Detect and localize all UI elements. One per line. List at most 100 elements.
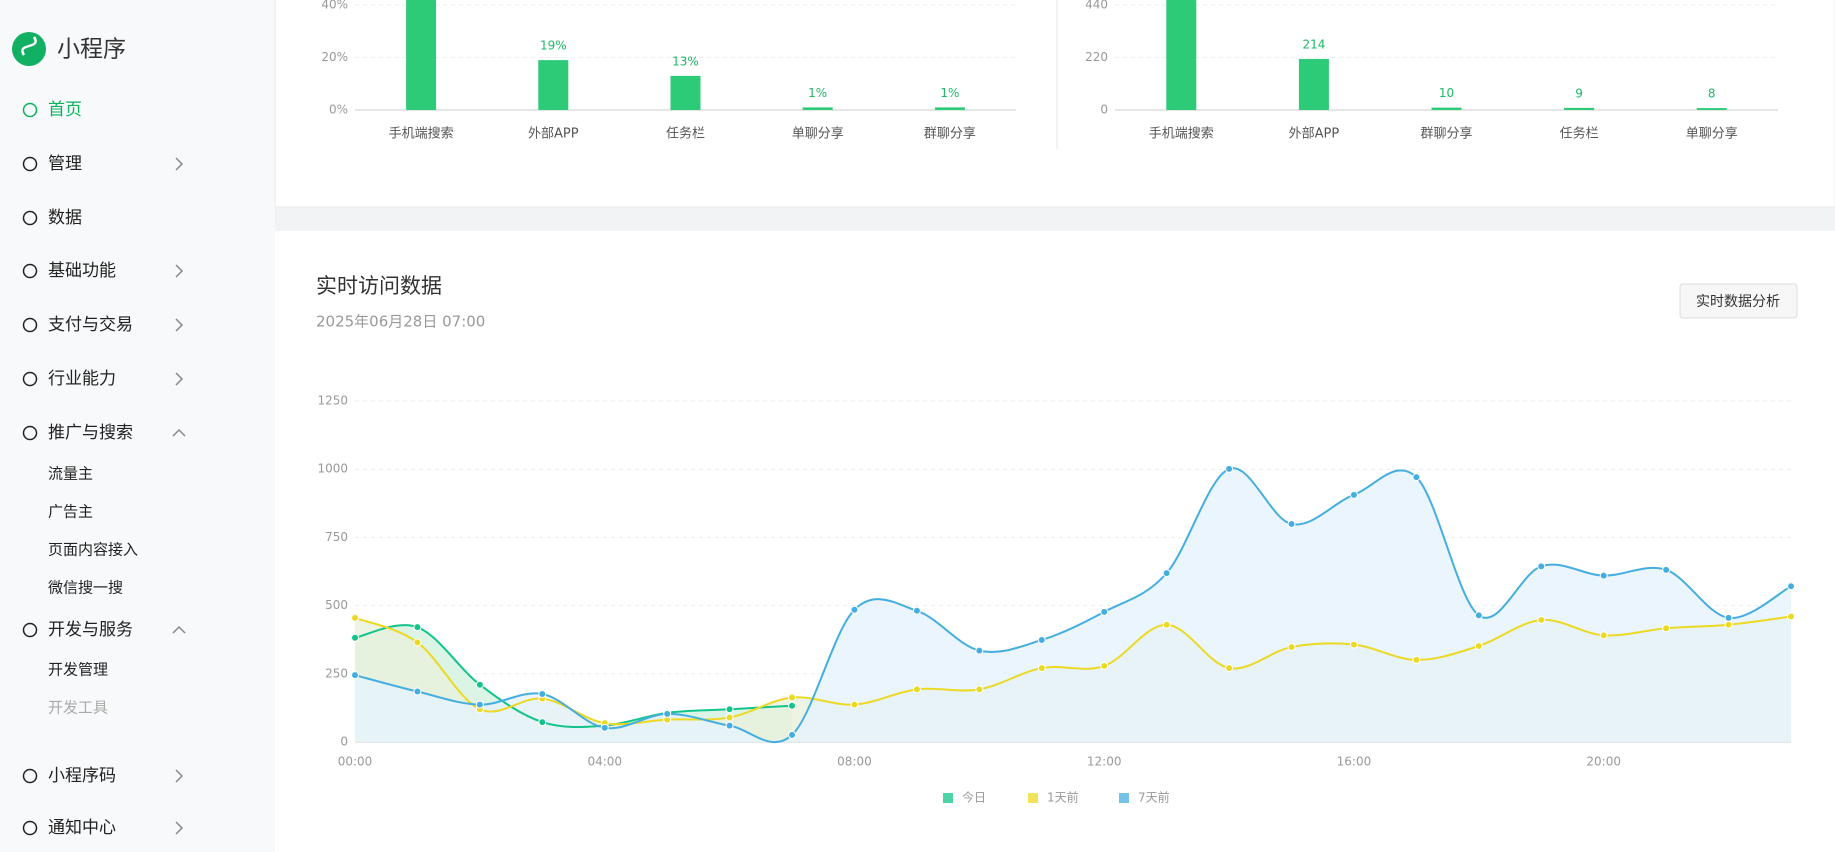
point	[912, 685, 921, 694]
legend-swatch	[943, 793, 953, 803]
menu-icon	[22, 371, 38, 387]
point	[725, 713, 734, 722]
point	[1225, 464, 1234, 473]
point	[663, 709, 672, 718]
point	[850, 700, 859, 709]
point	[1724, 620, 1733, 629]
y-tick-label: 220	[1085, 50, 1108, 64]
point	[413, 638, 422, 647]
point	[1037, 664, 1046, 673]
y-tick-label: 20%	[321, 50, 348, 64]
menu-item[interactable]: 开发工具	[48, 699, 108, 717]
menu-item[interactable]: 页面内容接入	[48, 541, 138, 559]
point	[1474, 611, 1483, 620]
chevron	[175, 372, 184, 386]
menu-item[interactable]: 微信搜一搜	[48, 579, 123, 597]
point	[1787, 582, 1795, 591]
point	[975, 646, 984, 655]
menu-icon	[22, 210, 38, 226]
bar	[406, 0, 437, 110]
point	[475, 680, 484, 689]
bar	[670, 75, 701, 110]
point	[351, 671, 359, 680]
point	[1037, 635, 1046, 644]
point	[351, 633, 359, 642]
menu-item[interactable]: 广告主	[48, 503, 93, 521]
point	[1537, 616, 1546, 625]
menu-item[interactable]: 管理	[48, 154, 82, 174]
analysis-button[interactable]: 实时数据分析	[1679, 283, 1798, 319]
menu-item[interactable]: 开发与服务	[48, 620, 133, 640]
point	[1599, 631, 1608, 640]
point	[1599, 571, 1608, 580]
bar	[1564, 107, 1595, 110]
point	[1162, 620, 1171, 629]
chevron	[175, 769, 184, 783]
menu-item[interactable]: 行业能力	[48, 369, 116, 389]
bar	[1431, 107, 1462, 110]
point	[1100, 661, 1109, 670]
x-tick-label: 任务栏	[666, 126, 705, 142]
y-tick-label: 750	[325, 530, 348, 544]
point	[1724, 613, 1733, 622]
point	[850, 605, 859, 614]
x-tick-label: 群聊分享	[1420, 126, 1472, 142]
value-label: 214	[1302, 37, 1325, 51]
button-box[interactable]	[1679, 283, 1798, 319]
x-tick-label: 手机端搜索	[389, 127, 454, 142]
legend-label: 1天前	[1047, 790, 1079, 805]
point	[413, 623, 422, 632]
menu-item[interactable]: 推广与搜索	[48, 423, 133, 443]
chevron	[172, 428, 186, 437]
menu-item[interactable]: 首页	[48, 100, 82, 120]
point	[475, 700, 484, 709]
y-tick-label: 0	[1100, 103, 1108, 117]
menu-item[interactable]: 小程序码	[48, 766, 116, 786]
x-tick-label: 单聊分享	[792, 126, 844, 142]
point	[1100, 607, 1109, 616]
bar	[1166, 0, 1197, 110]
point	[788, 693, 797, 702]
point	[725, 705, 734, 714]
bar	[802, 107, 833, 110]
point	[1662, 565, 1671, 574]
menu-item[interactable]: 基础功能	[48, 261, 116, 281]
area	[355, 468, 1791, 743]
point	[1474, 641, 1483, 650]
value-label: 1%	[808, 86, 827, 100]
y-tick-label: 1000	[317, 462, 348, 476]
menu-item[interactable]: 支付与交易	[48, 315, 133, 335]
menu-item[interactable]: 通知中心	[48, 818, 116, 838]
panel-subtitle: 2025年06月28日 07:00	[316, 313, 485, 331]
menu-item[interactable]: 流量主	[48, 465, 93, 483]
legend-swatch	[1028, 793, 1038, 803]
button-label[interactable]: 实时数据分析	[1696, 294, 1780, 310]
x-tick-label: 04:00	[587, 755, 622, 769]
menu-item[interactable]: 数据	[48, 208, 82, 228]
point	[413, 687, 422, 696]
point	[1287, 520, 1296, 529]
x-tick-label: 00:00	[338, 755, 373, 769]
bar	[934, 107, 965, 110]
menu-icon	[22, 768, 38, 784]
x-tick-label: 手机端搜索	[1149, 127, 1214, 142]
point	[1787, 612, 1795, 621]
bar	[538, 60, 569, 110]
point	[1662, 624, 1671, 633]
logo-glyph	[21, 36, 37, 56]
legend-swatch	[1119, 793, 1129, 803]
bar	[1696, 108, 1727, 110]
point	[538, 689, 547, 698]
value-label: 1%	[940, 86, 959, 100]
chevron	[175, 821, 184, 835]
x-tick-label: 群聊分享	[924, 126, 976, 142]
point	[1162, 569, 1171, 578]
x-tick-label: 外部APP	[528, 127, 579, 142]
sidebar	[0, 0, 275, 852]
point	[1225, 664, 1234, 673]
menu-item[interactable]: 开发管理	[48, 661, 108, 679]
chevron	[175, 157, 184, 171]
y-tick-label: 0%	[329, 103, 348, 117]
value-label: 13%	[672, 54, 699, 68]
